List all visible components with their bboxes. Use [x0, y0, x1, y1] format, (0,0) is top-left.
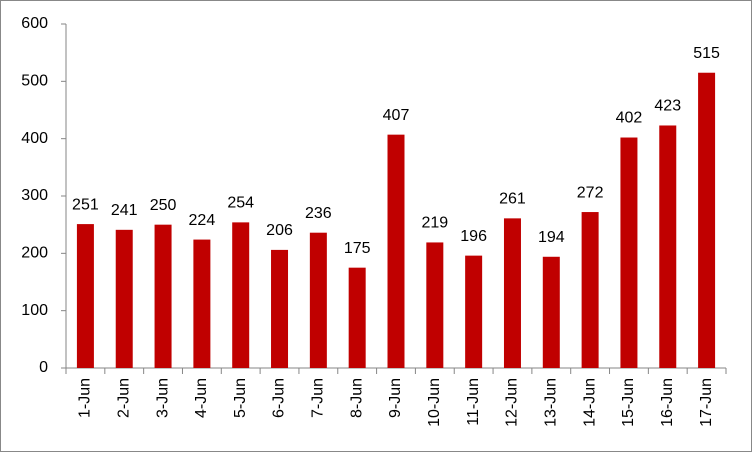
x-tick-label: 7-Jun: [310, 378, 327, 418]
y-tick-label: 100: [21, 302, 48, 319]
value-label: 196: [460, 228, 487, 245]
bar: [426, 242, 444, 368]
value-label: 241: [111, 202, 138, 219]
x-tick-label: 17-Jun: [698, 378, 715, 427]
bar: [659, 125, 677, 368]
y-tick-label: 500: [21, 73, 48, 90]
value-label: 194: [538, 229, 565, 246]
y-tick-label: 300: [21, 187, 48, 204]
value-label: 407: [383, 107, 410, 124]
bar: [76, 224, 94, 368]
bar: [232, 222, 250, 368]
x-tick-label: 15-Jun: [620, 378, 637, 427]
bar: [581, 212, 599, 368]
y-tick-label: 200: [21, 245, 48, 262]
x-tick-label: 8-Jun: [348, 378, 365, 418]
value-label: 423: [654, 98, 681, 115]
bar: [115, 229, 133, 368]
value-label: 236: [305, 205, 332, 222]
value-label: 254: [227, 195, 254, 212]
x-tick-label: 14-Jun: [581, 378, 598, 427]
x-tick-label: 2-Jun: [115, 378, 132, 418]
x-tick-label: 3-Jun: [154, 378, 171, 418]
x-tick-label: 4-Jun: [193, 378, 210, 418]
bar: [193, 239, 211, 368]
value-label: 515: [693, 45, 720, 62]
y-tick-label: 0: [39, 359, 48, 376]
y-tick-label: 400: [21, 130, 48, 147]
x-tick-label: 1-Jun: [77, 378, 94, 418]
value-label: 219: [421, 215, 448, 232]
x-tick-label: 6-Jun: [271, 378, 288, 418]
value-label: 251: [72, 196, 99, 213]
x-tick-label: 10-Jun: [426, 378, 443, 427]
bar: [503, 218, 521, 368]
x-tick-label: 5-Jun: [232, 378, 249, 418]
x-tick-label: 9-Jun: [387, 378, 404, 418]
bar: [620, 137, 638, 368]
bar: [348, 267, 366, 368]
x-tick-label: 13-Jun: [543, 378, 560, 427]
y-tick-label: 600: [21, 15, 48, 32]
value-label: 206: [266, 222, 293, 239]
bar: [465, 255, 483, 368]
bar: [698, 72, 716, 368]
bar: [542, 256, 560, 368]
x-tick-label: 11-Jun: [465, 378, 482, 426]
value-label: 272: [577, 184, 604, 201]
value-label: 175: [344, 240, 371, 257]
value-label: 250: [150, 197, 177, 214]
x-tick-label: 12-Jun: [504, 378, 521, 427]
bar: [154, 224, 172, 368]
value-label: 402: [616, 110, 643, 127]
bar: [387, 134, 405, 368]
bar: [309, 232, 327, 368]
value-label: 261: [499, 191, 526, 208]
x-tick-label: 16-Jun: [659, 378, 676, 427]
value-label: 224: [189, 212, 216, 229]
bar: [271, 249, 289, 368]
